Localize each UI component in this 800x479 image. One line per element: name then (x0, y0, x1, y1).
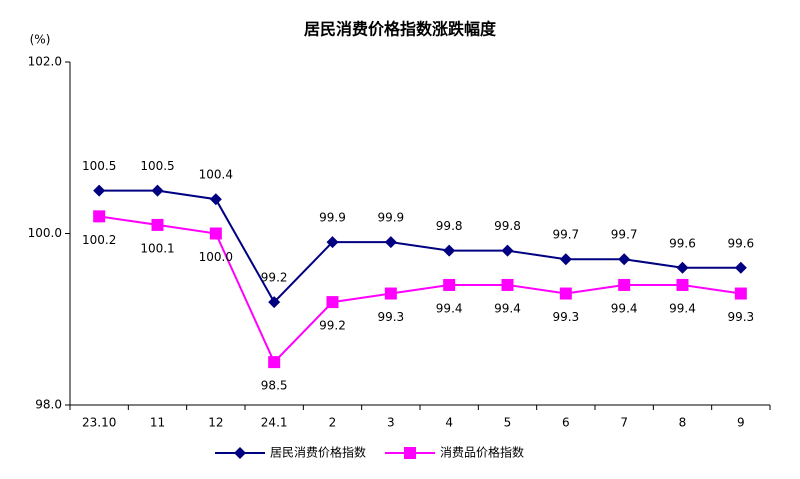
marker (93, 184, 106, 197)
legend-label: 居民消费价格指数 (270, 445, 366, 460)
marker (151, 184, 164, 197)
marker (151, 218, 164, 231)
data-label: 100.0 (199, 250, 233, 264)
marker (234, 447, 246, 459)
marker (209, 193, 222, 206)
data-label: 99.2 (261, 271, 288, 285)
data-label: 99.8 (494, 219, 521, 233)
marker (676, 261, 689, 274)
marker (326, 296, 339, 309)
marker (618, 253, 631, 266)
marker (559, 253, 572, 266)
marker (734, 287, 747, 300)
marker (93, 210, 106, 223)
data-label: 100.1 (140, 241, 174, 255)
marker (404, 447, 416, 459)
x-tick-label: 12 (208, 416, 223, 430)
data-label: 100.5 (82, 159, 116, 173)
x-tick-label: 23.10 (82, 416, 116, 430)
data-label: 99.6 (669, 236, 696, 250)
marker (618, 278, 631, 291)
data-label: 99.4 (494, 301, 521, 315)
x-tick-label: 4 (445, 416, 453, 430)
x-tick-label: 8 (679, 416, 687, 430)
data-label: 98.5 (261, 379, 288, 393)
data-label: 99.4 (436, 301, 463, 315)
marker (443, 278, 456, 291)
data-label: 100.5 (140, 159, 174, 173)
x-tick-label: 5 (504, 416, 512, 430)
marker (734, 261, 747, 274)
chart-title: 居民消费价格指数涨跌幅度 (304, 20, 497, 39)
marker (384, 236, 397, 249)
y-tick-label: 102.0 (28, 55, 62, 69)
data-label: 99.4 (611, 301, 638, 315)
marker (501, 278, 514, 291)
data-label: 99.3 (377, 310, 404, 324)
marker (209, 227, 222, 240)
x-tick-label: 9 (737, 416, 745, 430)
data-label: 99.7 (611, 228, 638, 242)
data-label: 99.4 (669, 301, 696, 315)
x-tick-label: 24.1 (261, 416, 288, 430)
marker (268, 296, 281, 309)
marker (268, 356, 281, 369)
x-tick-label: 7 (620, 416, 628, 430)
legend-label: 消费品价格指数 (440, 445, 524, 460)
data-label: 99.6 (727, 236, 754, 250)
x-tick-label: 6 (562, 416, 570, 430)
data-label: 99.2 (319, 319, 346, 333)
marker (443, 244, 456, 257)
y-unit: (%) (30, 33, 51, 47)
data-label: 99.8 (436, 219, 463, 233)
x-tick-label: 11 (150, 416, 165, 430)
x-tick-label: 3 (387, 416, 395, 430)
data-label: 99.9 (377, 211, 404, 225)
marker (501, 244, 514, 257)
marker (326, 236, 339, 249)
x-tick-label: 2 (329, 416, 337, 430)
y-tick-label: 98.0 (35, 398, 62, 412)
data-label: 99.3 (727, 310, 754, 324)
data-label: 99.3 (552, 310, 579, 324)
data-label: 99.9 (319, 211, 346, 225)
data-label: 99.7 (552, 228, 579, 242)
marker (384, 287, 397, 300)
series-line (99, 215, 741, 364)
data-label: 100.4 (199, 168, 233, 182)
y-tick-label: 100.0 (28, 226, 62, 240)
data-label: 100.2 (82, 233, 116, 247)
series-line (99, 189, 741, 304)
marker (559, 287, 572, 300)
marker (676, 278, 689, 291)
